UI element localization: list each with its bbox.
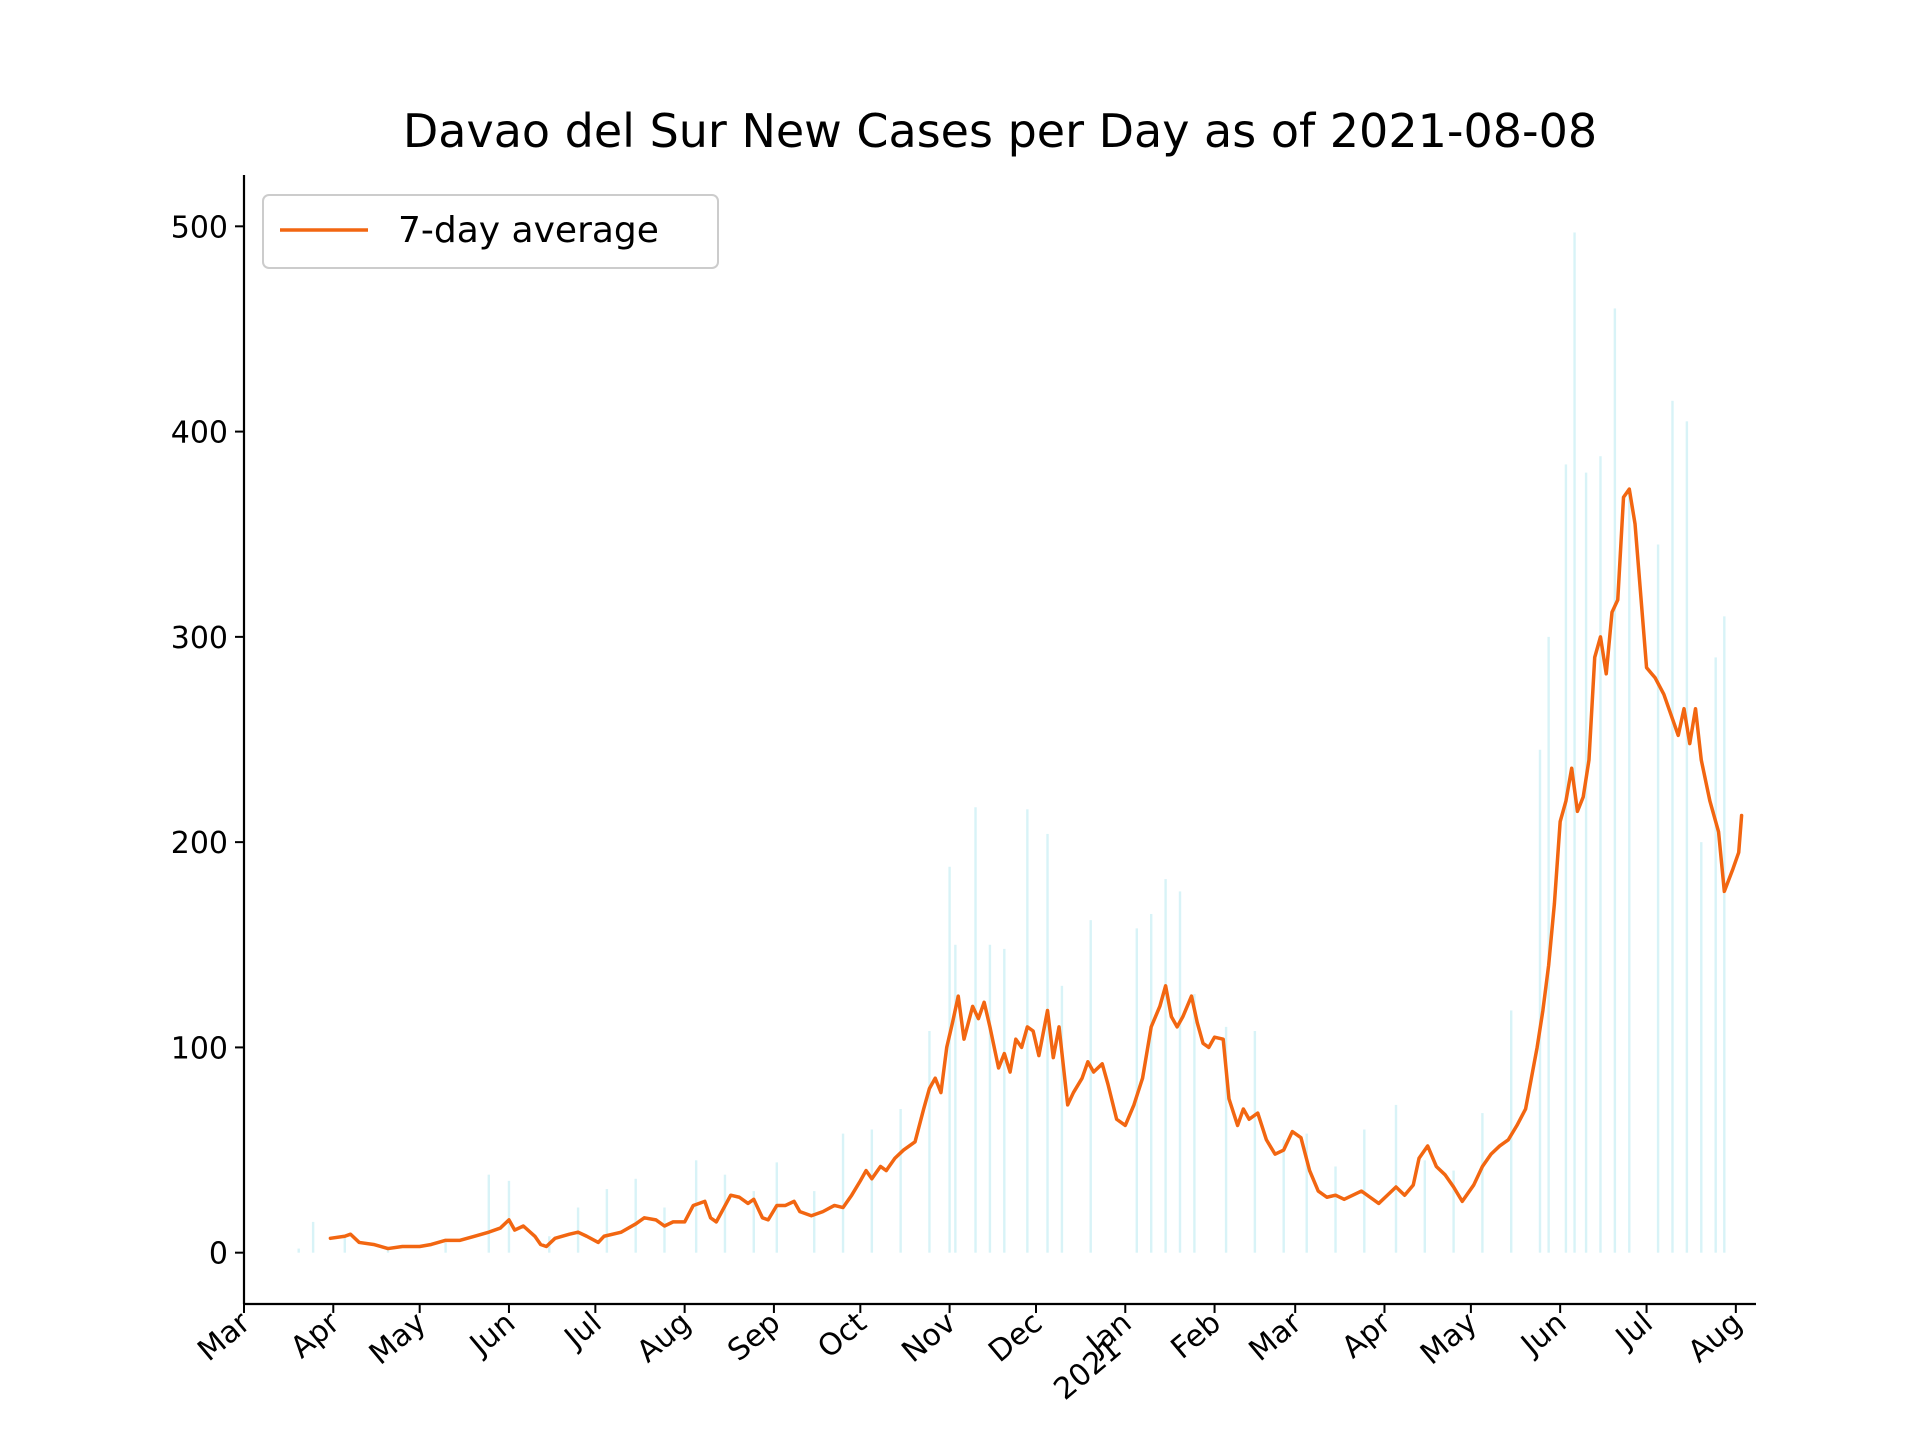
bar: [1564, 464, 1568, 1253]
bar: [1671, 400, 1674, 1253]
bar: [1656, 544, 1660, 1253]
x-tick-label: Dec: [982, 1305, 1049, 1369]
bar-series: [297, 232, 1726, 1253]
bar: [870, 1129, 874, 1253]
bar: [1150, 913, 1153, 1253]
bar: [297, 1248, 300, 1253]
bar: [1193, 994, 1196, 1253]
y-tick-label: 400: [171, 416, 228, 451]
x-tick-label: Aug: [630, 1305, 697, 1369]
x-tick-label: Oct: [811, 1305, 873, 1365]
bar: [899, 1108, 902, 1253]
average-line: [328, 487, 1744, 1251]
bar: [1538, 749, 1542, 1253]
x-tick-label: Mar: [1242, 1305, 1308, 1369]
bar: [1178, 891, 1182, 1253]
bar: [1547, 636, 1550, 1253]
bar: [605, 1189, 609, 1253]
bar: [1305, 1133, 1308, 1253]
bar: [1714, 657, 1717, 1253]
x-tick-label: Nov: [895, 1305, 962, 1369]
bar: [1253, 1030, 1257, 1253]
bar: [634, 1178, 637, 1253]
y-tick-label: 300: [171, 621, 228, 656]
bar: [576, 1207, 580, 1253]
bar: [974, 807, 977, 1253]
bar: [1723, 616, 1726, 1253]
bar: [1685, 421, 1689, 1253]
x-tick-label: Mar: [191, 1305, 257, 1369]
x-tick-label: Apr: [1335, 1305, 1398, 1366]
bar: [841, 1133, 845, 1253]
x-tick-label: Jun: [462, 1305, 522, 1363]
legend: 7-day average: [262, 194, 719, 269]
bar: [948, 866, 951, 1253]
bar: [1089, 920, 1092, 1253]
line-series: [328, 487, 1744, 1251]
x-tick-label: Sep: [721, 1305, 787, 1368]
legend-label: 7-day average: [398, 210, 659, 251]
bar: [813, 1191, 816, 1253]
bar: [1613, 308, 1617, 1253]
x-tick-label: May: [1414, 1305, 1484, 1372]
bar: [752, 1191, 755, 1253]
bar: [1510, 1010, 1513, 1253]
legend-frame: [262, 194, 719, 269]
bar: [487, 1174, 490, 1253]
bar: [1452, 1170, 1455, 1253]
bar: [1628, 493, 1631, 1253]
bar: [343, 1236, 346, 1253]
bar: [1423, 1160, 1426, 1253]
y-tick-label: 200: [171, 826, 228, 861]
bar: [1599, 456, 1602, 1253]
x-tick-label: Jun: [1513, 1305, 1573, 1363]
bar: [1046, 833, 1049, 1253]
bar: [723, 1174, 727, 1253]
x-tick-label: Feb: [1165, 1305, 1228, 1366]
bar: [1060, 985, 1064, 1253]
y-tick-label: 500: [171, 210, 228, 245]
bar: [1334, 1166, 1337, 1253]
bar: [1164, 879, 1167, 1253]
y-tick-label: 0: [209, 1237, 228, 1272]
bar: [1584, 472, 1588, 1253]
bar: [1224, 1026, 1228, 1253]
bar: [444, 1242, 447, 1253]
x-tick-label: Apr: [284, 1305, 347, 1366]
x-tick-label: May: [363, 1305, 433, 1372]
bar: [1700, 842, 1703, 1253]
bar: [1481, 1113, 1484, 1253]
bar: [507, 1180, 511, 1253]
x-tick-label: Aug: [1682, 1305, 1749, 1369]
bar: [1573, 232, 1576, 1253]
bar: [928, 1030, 931, 1253]
bar: [1003, 948, 1006, 1253]
bar: [988, 944, 992, 1253]
bar: [663, 1207, 666, 1253]
bar: [311, 1221, 315, 1253]
y-tick-label: 100: [171, 1031, 228, 1066]
bar: [1282, 1139, 1285, 1253]
x-tick-label: Jul: [557, 1305, 609, 1356]
bar: [1394, 1104, 1398, 1253]
chart-title: Davao del Sur New Cases per Day as of 20…: [403, 104, 1597, 158]
bar: [694, 1160, 698, 1253]
x-tick-label: Jul: [1608, 1305, 1660, 1356]
axes: 0 100 200 300 400 500 Mar Apr May Jun Jul Aug Sep Oct…: [171, 175, 1756, 1407]
bar: [954, 944, 957, 1253]
